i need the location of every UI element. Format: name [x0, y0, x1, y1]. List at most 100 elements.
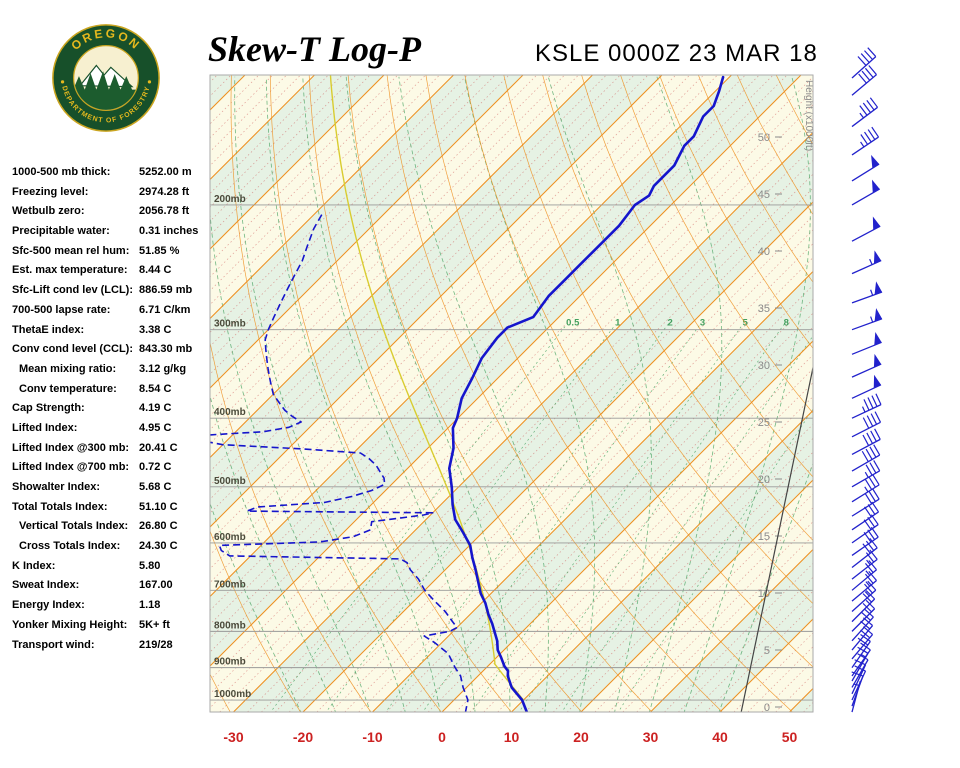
index-label: Sweat Index:	[12, 579, 80, 592]
wind-barb	[851, 599, 876, 632]
index-label: Wetbulb zero:	[12, 205, 85, 218]
wind-barb	[851, 537, 878, 569]
temperature-trace	[447, 75, 725, 712]
plot-frame	[209, 74, 814, 713]
index-label: Cross Totals Index:	[19, 540, 121, 553]
wind-barb	[851, 474, 880, 503]
odf-logo: OREGON DEPARTMENT OF FORESTRY	[50, 22, 162, 134]
wind-barb	[851, 308, 883, 331]
wind-barb	[851, 411, 882, 438]
index-label: Total Totals Index:	[12, 500, 108, 513]
index-label: Lifted Index @700 mb:	[12, 461, 130, 474]
index-label: Conv cond level (CCL):	[12, 343, 134, 356]
index-value: 5252.00 m	[139, 166, 192, 178]
index-value: 2056.78 ft	[139, 205, 190, 218]
index-row: 1000-500 mb thick: 5252.00 m	[12, 166, 214, 186]
index-value: 886.59 mb	[139, 284, 193, 297]
index-label: Mean mixing ratio:	[19, 362, 117, 375]
height-tick-label: 20	[758, 474, 770, 486]
index-row: Wetbulb zero: 2056.78 ft	[12, 205, 214, 225]
page-title: Skew-T Log-P	[208, 29, 421, 69]
station-time-label: KSLE 0000Z 23 MAR 18	[535, 40, 818, 67]
wind-barb	[851, 331, 882, 355]
mixing-ratio-label: 1	[615, 318, 621, 329]
pressure-label: 900mb	[214, 657, 246, 668]
temp-axis-label: 40	[712, 729, 728, 745]
wind-barb	[851, 374, 882, 399]
temp-axis-labels: -30 -20 -10 0 10 20 30 40 50	[223, 729, 797, 745]
index-label: Lifted Index:	[12, 421, 78, 434]
pressure-label: 700mb	[214, 579, 246, 590]
index-row: Conv cond level (CCL): 843.30 mb	[12, 343, 214, 363]
wind-barbs	[851, 47, 883, 713]
temp-axis-label: 0	[438, 729, 446, 745]
index-row: Cross Totals Index: 24.30 C	[12, 540, 214, 560]
index-row: ThetaE index: 3.38 C	[12, 324, 214, 344]
pressure-label: 400mb	[214, 407, 246, 418]
index-row: Conv temperature: 8.54 C	[12, 383, 214, 403]
wind-barb	[851, 250, 882, 275]
index-row: Sfc-500 mean rel hum: 51.85 %	[12, 245, 214, 265]
mixing-ratio-label: 0.5	[566, 318, 580, 329]
wind-barb	[851, 97, 879, 128]
index-value: 6.71 C/km	[139, 303, 191, 316]
index-row: Energy Index: 1.18	[12, 599, 214, 619]
wind-barb	[851, 488, 880, 517]
wind-barb	[851, 216, 881, 242]
wind-barb	[851, 526, 879, 556]
index-value: 167.00	[139, 579, 173, 592]
mixing-ratio-label: 8	[784, 318, 789, 329]
wind-barb	[851, 353, 882, 378]
mixing-ratio-label: 2	[668, 318, 673, 329]
wind-barb	[851, 65, 877, 96]
index-row: Freezing level: 2974.28 ft	[12, 186, 214, 206]
temp-axis-label: -20	[293, 729, 313, 745]
height-tick-label: 25	[758, 417, 770, 429]
index-row: Est. max temperature: 8.44 C	[12, 264, 214, 284]
mixing-ratio-label: 3	[700, 318, 705, 329]
index-value: 5.80	[139, 559, 161, 572]
index-value: 3.12 g/kg	[139, 362, 187, 375]
temp-axis-label: 50	[782, 729, 798, 745]
isobar-lines	[210, 204, 813, 701]
wind-barb	[851, 634, 871, 668]
mixing-ratio-lines	[270, 324, 813, 712]
reference-line	[740, 364, 813, 712]
isotherm-lines	[210, 75, 813, 712]
height-scale: 0 5 10 15 20 25 30 35 40 45 50 Height (x1000ft)	[758, 80, 814, 714]
index-row: Lifted Index: 4.95 C	[12, 422, 214, 442]
index-row: Transport wind: 219/28	[12, 639, 214, 659]
moist-adiabats	[210, 76, 813, 712]
index-label: Transport wind:	[12, 638, 95, 651]
index-row: Total Totals Index: 51.10 C	[12, 501, 214, 521]
height-tick-label: 45	[758, 189, 770, 201]
index-value: 5K+ ft	[139, 618, 170, 631]
wind-barb	[851, 501, 880, 531]
index-label: Yonker Mixing Height:	[12, 618, 128, 631]
wind-barb	[851, 560, 877, 591]
index-value: 24.30 C	[139, 540, 178, 553]
wind-barb	[851, 580, 877, 613]
index-row: 700-500 lapse rate: 6.71 C/km	[12, 304, 214, 324]
index-row: Lifted Index @300 mb: 20.41 C	[12, 442, 214, 462]
index-row: Yonker Mixing Height: 5K+ ft	[12, 619, 214, 639]
wind-barb	[851, 460, 881, 488]
index-value: 8.54 C	[139, 382, 172, 395]
index-value: 51.10 C	[139, 500, 178, 513]
index-label: Precipitable water:	[12, 225, 110, 238]
index-value: 8.44 C	[139, 264, 172, 277]
height-tick-label: 10	[758, 588, 770, 600]
logo-scene	[74, 64, 138, 110]
index-value: 2974.28 ft	[139, 185, 190, 198]
index-value: 0.72 C	[139, 461, 172, 474]
height-tick-label: 5	[764, 645, 770, 657]
pressure-labels: 200mb 300mb 400mb 500mb 600mb 700mb 800mb 900mb…	[214, 194, 251, 700]
wind-barb	[851, 653, 869, 688]
height-tick-label: 50	[758, 132, 770, 144]
parcel-trace	[329, 75, 525, 701]
index-value: 3.38 C	[139, 323, 172, 336]
dry-adiabats	[210, 75, 813, 712]
pressure-label: 300mb	[214, 319, 246, 330]
wind-barb	[851, 47, 877, 79]
index-row: Mean mixing ratio: 3.12 g/kg	[12, 363, 214, 383]
